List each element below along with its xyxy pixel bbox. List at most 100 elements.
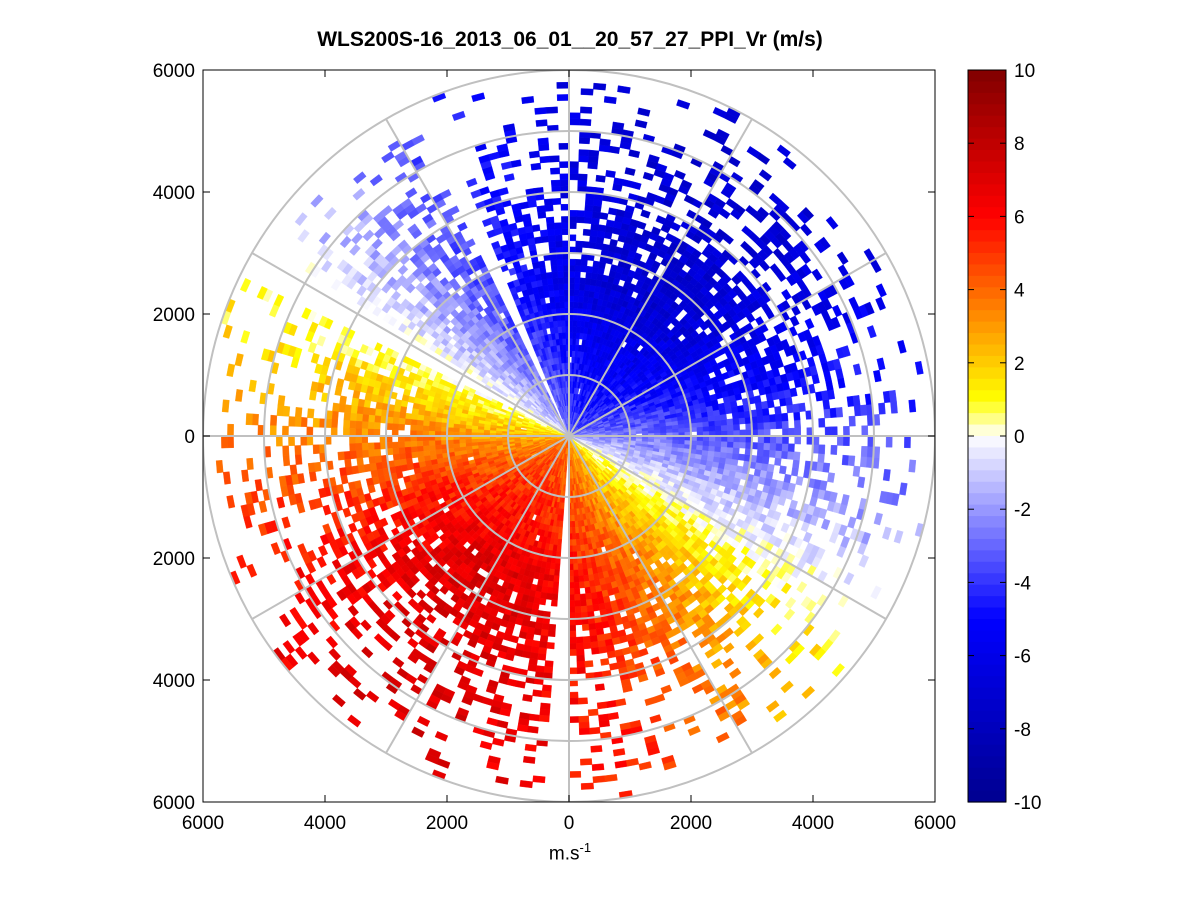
velocity-cell <box>410 419 418 426</box>
velocity-cell <box>364 245 377 257</box>
velocity-cell <box>553 289 560 297</box>
velocity-cell <box>361 428 369 437</box>
velocity-cell <box>548 241 557 249</box>
velocity-cell <box>465 428 472 433</box>
velocity-cell <box>392 447 400 455</box>
velocity-cell <box>561 228 570 236</box>
velocity-cell <box>578 721 590 729</box>
velocity-cell <box>558 526 563 534</box>
velocity-cell <box>393 459 402 467</box>
velocity-cell <box>568 643 577 650</box>
velocity-cell <box>417 409 426 416</box>
velocity-cell <box>404 446 412 454</box>
velocity-cell <box>367 414 376 423</box>
velocity-cell <box>422 425 430 432</box>
velocity-cell <box>416 440 424 447</box>
velocity-cell <box>558 295 565 303</box>
velocity-cell <box>558 289 565 297</box>
velocity-cell <box>465 424 473 430</box>
velocity-cell <box>519 780 533 789</box>
velocity-cell <box>394 398 403 407</box>
velocity-cell <box>355 435 362 444</box>
velocity-cell <box>583 642 592 650</box>
velocity-cell <box>545 592 553 601</box>
velocity-cell <box>369 174 383 187</box>
velocity-cell <box>552 587 559 595</box>
velocity-cell <box>282 455 291 467</box>
velocity-cell <box>552 581 560 589</box>
velocity-cell <box>604 774 618 783</box>
velocity-cell <box>537 137 549 146</box>
velocity-cell <box>276 405 285 417</box>
velocity-cell <box>549 155 560 163</box>
velocity-cell <box>294 407 303 418</box>
velocity-cell <box>215 460 224 474</box>
velocity-cell <box>428 421 436 427</box>
velocity-cell <box>355 413 363 422</box>
velocity-cell <box>607 712 620 721</box>
velocity-cell <box>500 161 513 170</box>
velocity-cell <box>577 697 588 705</box>
velocity-cell <box>568 649 577 656</box>
velocity-cell <box>478 154 491 164</box>
velocity-cell <box>539 641 548 649</box>
velocity-cell <box>309 390 317 401</box>
velocity-cell <box>550 599 558 607</box>
velocity-cell <box>307 341 318 354</box>
velocity-cell <box>367 442 375 451</box>
velocity-cell <box>221 435 228 449</box>
velocity-cell <box>609 662 619 671</box>
velocity-cell <box>340 474 349 485</box>
velocity-cell <box>222 471 231 485</box>
velocity-cell <box>404 452 413 460</box>
velocity-cell <box>361 442 369 451</box>
velocity-cell <box>580 758 593 766</box>
velocity-cell <box>573 575 580 583</box>
velocity-cell <box>568 697 579 705</box>
velocity-cell <box>434 440 442 446</box>
velocity-cell <box>470 189 482 199</box>
velocity-cell <box>552 283 560 291</box>
velocity-cell <box>300 417 308 428</box>
velocity-cell <box>391 423 399 431</box>
velocity-cell <box>297 229 310 243</box>
velocity-cell <box>288 435 295 447</box>
velocity-cell <box>538 260 546 269</box>
velocity-cell <box>349 420 357 429</box>
velocity-cell <box>545 106 558 114</box>
velocity-cell <box>289 464 298 476</box>
velocity-cell <box>451 110 466 121</box>
velocity-cell <box>491 240 501 250</box>
velocity-cell <box>471 425 479 430</box>
velocity-cell <box>539 708 551 717</box>
velocity-cell <box>405 187 418 199</box>
velocity-cell <box>577 563 584 571</box>
velocity-cell <box>404 418 412 426</box>
velocity-cell <box>422 420 430 427</box>
velocity-cell <box>554 295 560 303</box>
velocity-cell <box>554 301 561 309</box>
velocity-cell <box>556 265 564 272</box>
velocity-cell <box>535 665 546 673</box>
velocity-cell <box>600 658 610 666</box>
velocity-cell <box>537 653 547 661</box>
velocity-cell <box>309 471 317 482</box>
velocity-cell <box>374 415 382 424</box>
velocity-cell <box>542 579 549 588</box>
velocity-cell <box>587 708 599 717</box>
velocity-cell <box>355 442 363 452</box>
velocity-cell <box>557 538 563 546</box>
velocity-cell <box>568 691 579 699</box>
velocity-cell <box>290 356 300 369</box>
velocity-cell <box>550 179 561 187</box>
velocity-cell <box>373 422 381 430</box>
velocity-cell <box>540 235 549 243</box>
velocity-cell <box>559 301 565 309</box>
velocity-cell <box>539 229 549 237</box>
velocity-cell <box>367 421 375 430</box>
velocity-cell <box>416 419 424 427</box>
velocity-cell <box>550 167 561 175</box>
velocity-cell <box>550 265 558 273</box>
velocity-cell <box>251 413 259 426</box>
